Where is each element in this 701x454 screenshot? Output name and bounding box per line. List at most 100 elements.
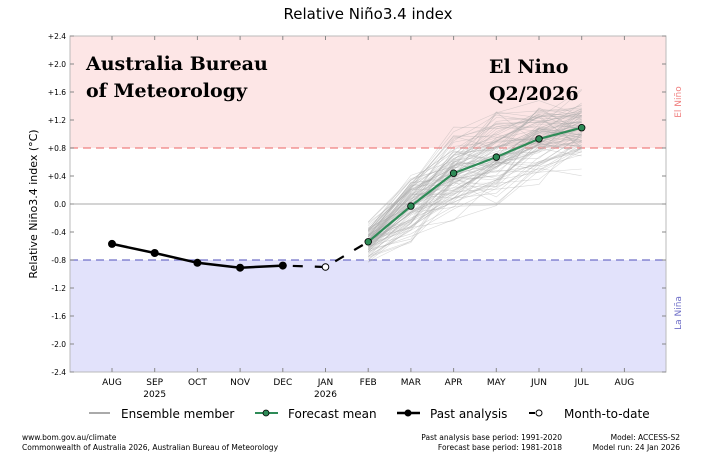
y-tick-label: -1.6 [51,312,66,321]
ensemble-member-line [368,139,582,235]
x-tick-label: DEC [273,378,292,388]
ensemble-member-line [367,130,582,246]
claim-annotation-line1: El Nino [489,56,568,78]
ensemble-member-line [367,90,582,233]
ensemble-member-line [367,111,582,223]
la-nina-label: La Niña [674,296,684,330]
ensemble-member-line [368,107,582,227]
footer-past-base: Past analysis base period: 1991-2020 [421,433,562,442]
ensemble-member-line [367,124,582,242]
ensemble-member-line [367,113,582,236]
forecast-mean-point [578,123,586,132]
past-analysis-point [278,261,287,270]
y-tick-label: +2.4 [48,32,66,41]
y-tick-label: -0.4 [51,228,66,237]
ensemble-member-line [367,89,582,231]
ensemble-member-line [367,120,582,237]
past-analysis-point [236,263,245,272]
ensemble-member-line [368,121,582,233]
ensemble-member-line [367,121,582,240]
ensemble-member-line [367,124,582,243]
x-tick-label: AUG [615,378,635,388]
x-tick-label: JUL [574,378,589,388]
y-tick-label: 0.0 [54,200,66,209]
ensemble-member-line [367,115,582,252]
ensemble-member-line [367,124,582,250]
ensemble-member-line [367,140,582,258]
legend-forecast-marker [262,409,270,417]
ensemble-member-line [368,135,582,257]
ensemble-member-line [368,132,582,247]
ensemble-member-line [367,127,582,231]
ensemble-member-line [368,148,582,250]
footer-forecast-base: Forecast base period: 1981-2018 [438,443,562,452]
past-analysis-point [150,249,159,257]
legend-forecast: Forecast mean [288,407,377,421]
ensemble-member-line [367,125,582,237]
ensemble-member-line [367,109,582,238]
x-year-label: 2026 [314,390,337,400]
month-to-date-point [321,263,330,271]
ensemble-member-line [367,117,582,242]
ensemble-member-line [367,117,582,235]
forecast-mean-point [535,135,543,143]
legend-mtd: Month-to-date [564,407,650,421]
ensemble-member-line [368,117,582,230]
ensemble-member-line [368,168,582,263]
chart-title: Relative Niño3.4 index [284,5,453,23]
ensemble-member-line [367,121,582,241]
month-to-date-connector [282,240,369,269]
ensemble-member-line [368,112,582,224]
ensemble-member-line [367,132,582,253]
ensemble-member-line [368,147,582,252]
ensemble-member-line [368,151,582,260]
legend-past-marker [404,409,412,417]
y-tick-label: -1.2 [51,284,66,293]
ensemble-member-line [368,128,582,240]
ensemble-member-line [368,140,582,241]
ensemble-member-line [368,148,582,252]
ensemble-member-line [368,145,582,249]
x-tick-label: MAY [487,378,506,388]
footer-model-run: Model run: 24 Jan 2026 [593,443,681,452]
ensemble-member-line [368,154,582,258]
ensemble-member-line [368,128,582,254]
ensemble-member-line [368,130,582,244]
org-annotation-line2: of Meteorology [86,80,248,102]
ensemble-member-line [367,118,582,243]
ensemble-member-line [367,112,582,231]
y-tick-label: +0.4 [48,172,66,181]
org-annotation-line1: Australia Bureau [85,53,268,75]
el-nino-region [70,36,666,148]
y-tick-label: +1.6 [48,88,66,97]
ensemble-member-line [367,128,582,244]
ensemble-member-line [367,125,582,233]
x-tick-label: JUN [530,378,547,388]
footer-url: www.bom.gov.au/climate [22,433,117,442]
x-tick-label: SEP [146,378,163,388]
ensemble-member-line [368,136,582,246]
el-nino-label: El Niño [674,86,684,118]
y-tick-label: -0.8 [51,256,66,265]
forecast-mean-point [449,169,458,177]
ensemble-member-line [368,167,582,257]
x-tick-label: FEB [360,378,377,388]
ensemble-member-line [368,148,582,257]
forecast-mean-point [364,238,372,246]
ensemble-member-line [367,135,582,248]
ensemble-member-line [367,135,582,251]
x-tick-label: JAN [317,378,333,388]
la-nina-region [70,260,666,372]
legend-past: Past analysis [430,407,507,421]
y-tick-label: -2.0 [51,340,66,349]
ensemble-member-line [368,133,582,255]
footer-copyright: Commonwealth of Australia 2026, Australi… [22,443,279,452]
x-tick-label: OCT [188,378,207,388]
ensemble-member-line [368,123,582,245]
x-tick-label: AUG [102,378,122,388]
y-tick-label: -2.4 [51,368,66,377]
ensemble-member-line [368,146,582,263]
x-year-label: 2025 [143,390,166,400]
ensemble-member-line [367,109,582,241]
